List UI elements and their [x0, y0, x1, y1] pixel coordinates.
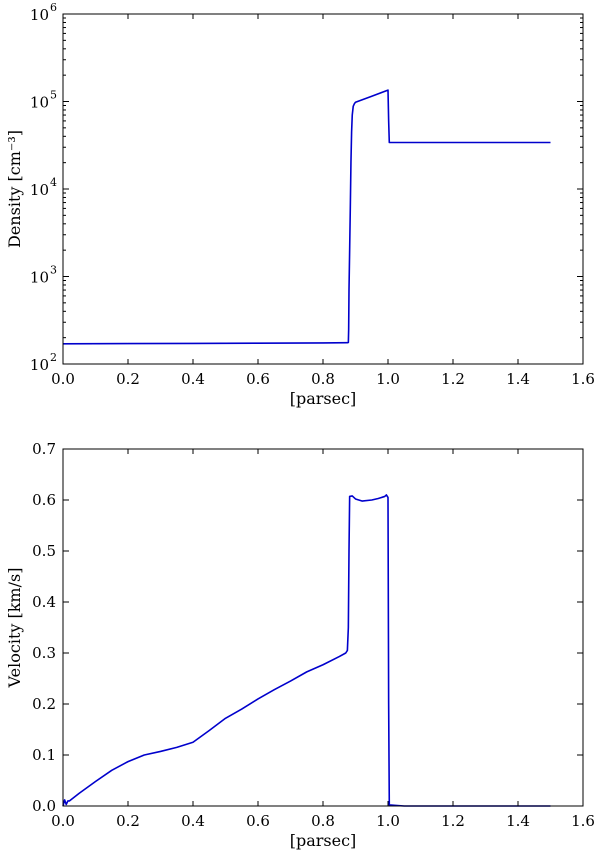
velocity-y-tick-label: 0.0 — [32, 797, 56, 815]
velocity-x-axis-label: [parsec] — [290, 831, 357, 850]
velocity-y-tick-label: 0.5 — [32, 542, 56, 560]
velocity-series-line — [62, 494, 551, 807]
density-plot-frame — [62, 13, 584, 365]
density-y-tick-exponent: 6 — [50, 1, 57, 14]
density-y-tick-exponent: 3 — [50, 264, 57, 277]
velocity-y-tick-label: 0.7 — [32, 440, 56, 458]
velocity-x-tick-label: 1.4 — [506, 812, 530, 830]
density-x-tick-label: 1.0 — [376, 370, 400, 388]
density-y-tick-exponent: 4 — [50, 176, 57, 189]
density-x-tick-label: 0.8 — [311, 370, 335, 388]
density-y-tick-label: 10 — [30, 6, 49, 24]
density-x-tick-label: 0.2 — [116, 370, 140, 388]
velocity-x-tick-label: 0.0 — [51, 812, 75, 830]
velocity-y-tick-label: 0.3 — [32, 644, 56, 662]
density-y-tick-exponent: 5 — [50, 89, 57, 102]
velocity-y-tick-label: 0.4 — [32, 593, 56, 611]
velocity-y-tick-label: 0.6 — [32, 491, 56, 509]
density-x-tick-label: 1.2 — [441, 370, 465, 388]
velocity-plot-frame — [62, 448, 584, 807]
density-y-tick-label: 10 — [30, 356, 49, 374]
density-y-tick-exponent: 2 — [50, 351, 57, 364]
density-x-tick-label: 0.4 — [181, 370, 205, 388]
density-x-axis-label: [parsec] — [290, 389, 357, 408]
velocity-y-tick-label: 0.2 — [32, 695, 56, 713]
velocity-x-tick-label: 1.0 — [376, 812, 400, 830]
density-x-tick-label: 0.6 — [246, 370, 270, 388]
density-y-tick-label: 10 — [30, 94, 49, 112]
density-y-axis-label: Density [cm⁻³] — [5, 130, 24, 248]
density-plot: 0.0 0.2 0.4 0.6 0.8 1.0 1.2 1.4 1.610 210 310 410 51… — [5, 1, 595, 408]
density-x-tick-label: 1.4 — [506, 370, 530, 388]
density-y-tick-label: 10 — [30, 269, 49, 287]
velocity-x-tick-label: 1.6 — [571, 812, 595, 830]
velocity-y-tick-label: 0.1 — [32, 746, 56, 764]
density-series-line — [62, 89, 551, 345]
velocity-x-tick-label: 0.4 — [181, 812, 205, 830]
velocity-x-tick-label: 0.6 — [246, 812, 270, 830]
velocity-x-tick-label: 0.2 — [116, 812, 140, 830]
velocity-x-tick-label: 1.2 — [441, 812, 465, 830]
velocity-plot: 0.0 0.2 0.4 0.6 0.8 1.0 1.2 1.4 1.6 0.0 0.1 0.2 0.3 0… — [5, 440, 595, 850]
density-x-tick-label: 1.6 — [571, 370, 595, 388]
velocity-x-tick-label: 0.8 — [311, 812, 335, 830]
density-y-tick-label: 10 — [30, 181, 49, 199]
velocity-y-axis-label: Velocity [km/s] — [5, 568, 24, 689]
density-x-tick-label: 0.0 — [51, 370, 75, 388]
